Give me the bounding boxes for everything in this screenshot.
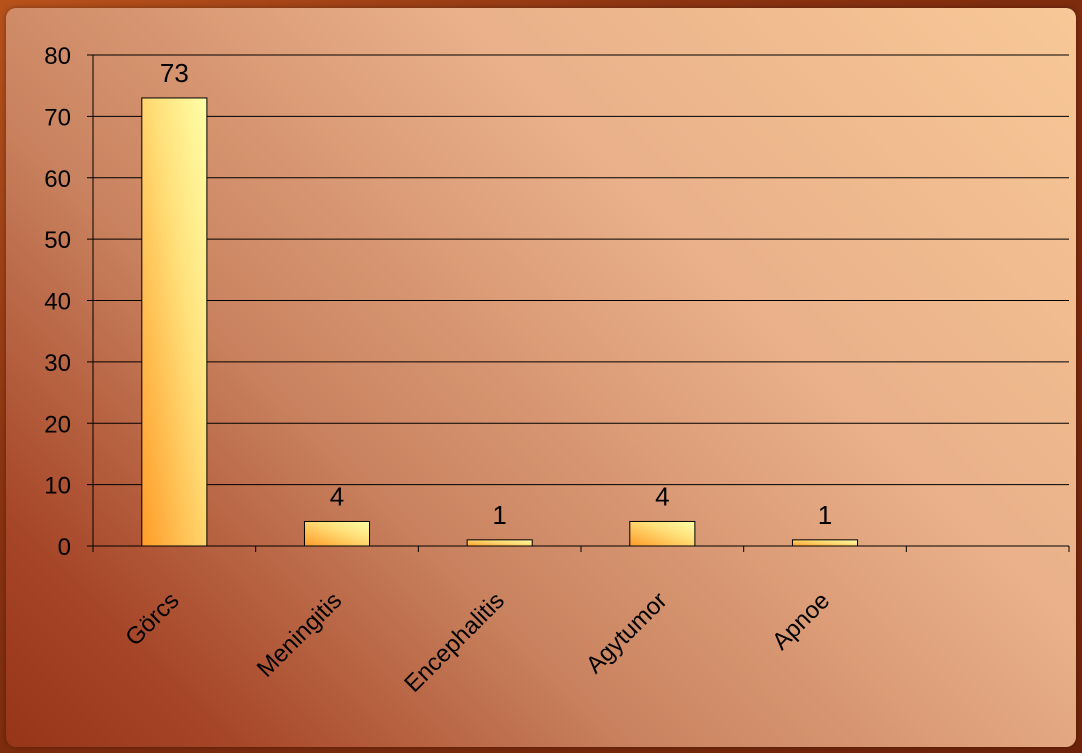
data-label-Agytumor: 4: [655, 481, 669, 511]
y-tick-label-50: 50: [44, 227, 71, 254]
bars: [141, 97, 859, 547]
y-tick-label-10: 10: [44, 473, 71, 500]
y-tick-label-60: 60: [44, 166, 71, 193]
data-label-Meningitis: 4: [330, 481, 344, 511]
bar-Apnoe: [791, 539, 859, 547]
bar-Agytumor: [629, 520, 696, 547]
bar-Meningitis: [303, 520, 371, 547]
y-tick-label-80: 80: [44, 43, 71, 70]
bar-chart: 0 10 20 30 40 50 60 70 80 73 Görcs 4 Meningitis 1 Ence…: [44, 43, 1070, 698]
y-tick-label-70: 70: [44, 104, 71, 131]
category-label-Encephalitis: Encephalitis: [399, 587, 510, 698]
bar-Görcs: [141, 97, 208, 547]
gridlines: [93, 54, 1069, 486]
data-label-Apnoe: 1: [818, 500, 832, 530]
category-label-Agytumor: Agytumor: [581, 587, 673, 679]
category-label-Apnoe: Apnoe: [767, 587, 835, 655]
chart-panel: 0 10 20 30 40 50 60 70 80 73 Görcs 4 Meningitis 1 Ence…: [6, 8, 1076, 747]
y-tick-label-20: 20: [44, 411, 71, 438]
category-label-Meningitis: Meningitis: [252, 587, 347, 682]
y-tick-label-0: 0: [58, 534, 71, 561]
axes: [87, 54, 1070, 552]
data-label-Görcs: 73: [160, 58, 189, 88]
bar-Encephalitis: [466, 539, 533, 547]
y-tick-label-30: 30: [44, 350, 71, 377]
y-tick-label-40: 40: [44, 289, 71, 316]
category-label-Görcs: Görcs: [120, 587, 184, 651]
data-label-Encephalitis: 1: [492, 500, 506, 530]
